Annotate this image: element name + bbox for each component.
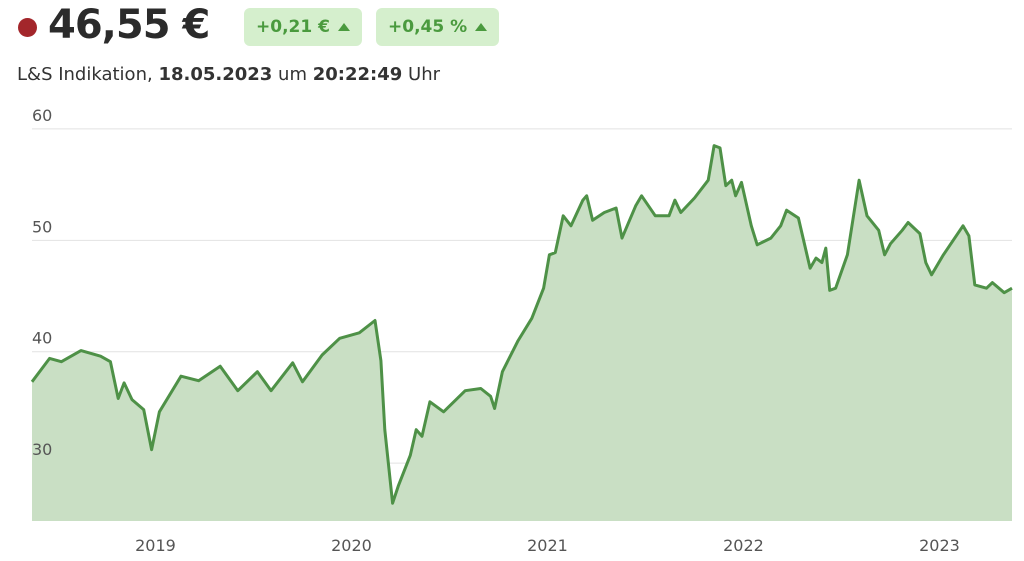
area — [32, 145, 1012, 521]
y-tick-label: 60 — [32, 106, 52, 125]
x-tick-label: 2019 — [135, 536, 176, 555]
date: 18.05.2023 — [158, 64, 273, 85]
change-badge: +0,45 % — [376, 8, 500, 46]
time: 20:22:49 — [312, 64, 403, 85]
status-dot — [18, 18, 37, 37]
y-tick-label: 50 — [32, 217, 52, 236]
y-tick-label: 40 — [32, 329, 52, 348]
price: 46,55 € — [48, 2, 210, 48]
source: L&S Indikation, — [17, 64, 153, 85]
x-tick-label: 2022 — [723, 536, 764, 555]
y-tick-label: 30 — [32, 440, 52, 459]
at: um — [278, 64, 307, 85]
change-abs: +0,21 € — [256, 17, 330, 37]
line — [30, 144, 1013, 505]
x-tick-label: 2021 — [527, 536, 568, 555]
unit: Uhr — [408, 64, 440, 85]
subtitle: L&S Indikation, 18.05.2023 um 20:22:49 U… — [17, 64, 440, 85]
x-tick-label: 2023 — [919, 536, 960, 555]
plot: 30 40 50 60 — [30, 106, 1013, 521]
change-badge: +0,21 € — [244, 8, 362, 46]
change-pct: +0,45 % — [388, 17, 468, 37]
x-tick-label: 2020 — [331, 536, 372, 555]
